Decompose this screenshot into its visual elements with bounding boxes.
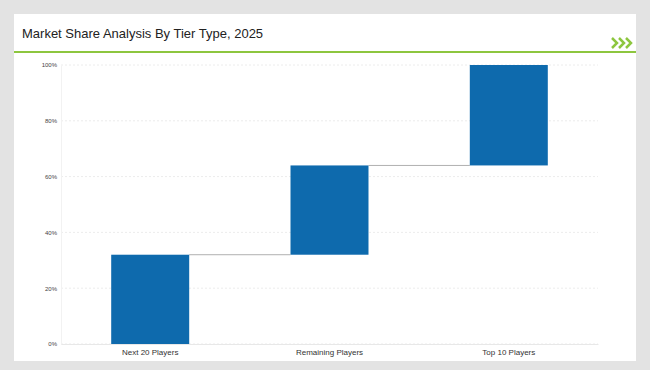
x-tick: Next 20 Players xyxy=(122,344,178,357)
x-tick: Remaining Players xyxy=(296,344,363,357)
y-tick: 80% xyxy=(45,118,61,124)
title: Market Share Analysis By Tier Type, 2025 xyxy=(22,26,263,41)
y-axis-line xyxy=(61,66,62,345)
y-tick: 60% xyxy=(45,174,61,180)
y-tick-label: 40% xyxy=(45,230,58,236)
x-tick: Top 10 Players xyxy=(482,344,535,357)
chart: Market Share Analysis By Tier Type, 2025… xyxy=(0,0,650,370)
chevron xyxy=(612,38,617,48)
chevron xyxy=(626,38,631,48)
panel xyxy=(14,14,636,361)
connector xyxy=(189,254,290,255)
y-tick: 20% xyxy=(45,286,61,292)
connector xyxy=(368,165,469,166)
chevron xyxy=(619,38,624,48)
x-tick-label: Next 20 Players xyxy=(122,348,178,357)
y-tick: 40% xyxy=(45,230,61,236)
x-axis-line xyxy=(62,344,599,345)
bar xyxy=(291,165,369,254)
bar xyxy=(111,255,189,344)
y-tick-label: 20% xyxy=(45,286,58,292)
x-tick-label: Top 10 Players xyxy=(482,348,535,357)
y-tick-label: 0% xyxy=(48,341,57,347)
x-tick-label: Remaining Players xyxy=(296,348,363,357)
x-axis: Next 20 Players Remaining Players Top 10 P… xyxy=(62,344,599,357)
y-tick-label: 60% xyxy=(45,174,58,180)
bar xyxy=(470,65,548,165)
y-tick: 0% xyxy=(48,341,61,347)
grid xyxy=(61,65,598,344)
y-tick-label: 100% xyxy=(42,62,58,68)
y-axis: 0% 20% 40% 60% 80% 100% xyxy=(42,62,62,347)
y-tick: 100% xyxy=(42,62,61,68)
y-tick-label: 80% xyxy=(45,118,58,124)
title-rule xyxy=(14,51,636,53)
marks xyxy=(111,65,548,344)
